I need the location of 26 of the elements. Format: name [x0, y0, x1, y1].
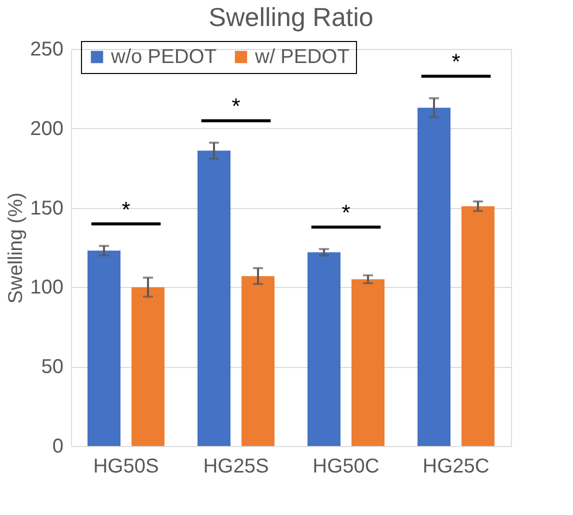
- y-tick-label: 200: [30, 118, 64, 140]
- x-tick-label: HG50S: [93, 456, 159, 478]
- legend-label: w/ PEDOT: [254, 46, 350, 68]
- x-tick-label: HG25C: [422, 456, 490, 478]
- x-tick-label: HG50C: [312, 456, 380, 478]
- y-tick-label: 250: [30, 38, 64, 60]
- bar: [132, 287, 164, 446]
- chart-title: Swelling Ratio: [208, 2, 374, 32]
- annotation: *: [232, 94, 241, 119]
- x-tick-label: HG25S: [203, 456, 269, 478]
- annotation: *: [452, 49, 461, 74]
- bar: [418, 108, 450, 446]
- bar: [352, 279, 384, 446]
- bar: [242, 276, 274, 446]
- legend-label: w/o PEDOT: [110, 46, 217, 68]
- bar: [198, 150, 230, 446]
- bar: [88, 250, 120, 446]
- y-tick-label: 100: [30, 276, 64, 299]
- annotation: *: [122, 196, 131, 222]
- y-tick-label: 50: [41, 356, 64, 378]
- y-tick-label: 150: [30, 197, 64, 220]
- annotation: *: [342, 200, 351, 226]
- y-tick-label: 0: [52, 436, 64, 458]
- y-axis-title: Swelling (%): [5, 192, 28, 304]
- bar: [462, 206, 494, 446]
- bar: [308, 252, 340, 446]
